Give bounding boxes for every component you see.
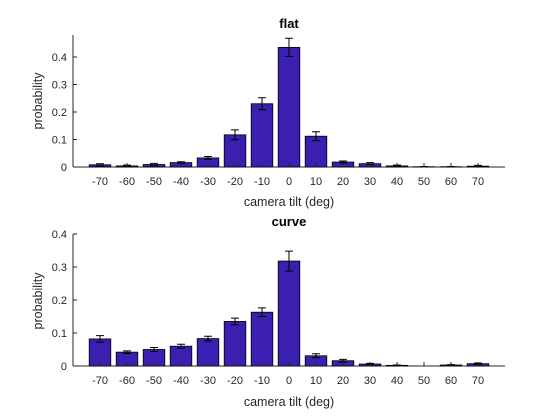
x-tick-label: 10 bbox=[310, 176, 322, 188]
bar bbox=[223, 321, 247, 367]
x-axis-label: camera tilt (deg) bbox=[244, 195, 334, 209]
x-tick-label: 20 bbox=[337, 375, 349, 387]
x-tick-label: 40 bbox=[391, 176, 403, 188]
chart-title: flat bbox=[279, 16, 299, 31]
y-tick-label: 0.1 bbox=[52, 135, 67, 147]
y-tick-label: 0.1 bbox=[52, 328, 67, 340]
y-tick-label: 0.2 bbox=[52, 107, 67, 119]
error-bar bbox=[285, 250, 293, 272]
error-bar bbox=[231, 317, 239, 326]
x-tick-label: -50 bbox=[146, 375, 162, 387]
x-tick-label: -60 bbox=[119, 176, 135, 188]
error-bar bbox=[312, 131, 320, 142]
x-tick-label: -30 bbox=[200, 375, 216, 387]
y-tick-label: 0.2 bbox=[52, 295, 67, 307]
x-tick-label: -50 bbox=[146, 176, 162, 188]
x-tick-label: -10 bbox=[254, 375, 270, 387]
x-tick-label: -60 bbox=[119, 375, 135, 387]
x-tick-label: -70 bbox=[92, 176, 108, 188]
error-bar bbox=[285, 37, 293, 57]
chart-flat: flat probability camera tilt (deg) 0 0.1 0… bbox=[31, 16, 505, 209]
x-tick-label: 0 bbox=[286, 375, 292, 387]
bar bbox=[196, 338, 220, 367]
chart-title: curve bbox=[272, 214, 307, 229]
bar bbox=[277, 260, 301, 367]
y-tick-label: 0 bbox=[61, 361, 67, 373]
x-tick-label: 10 bbox=[310, 375, 322, 387]
x-tick-label: -40 bbox=[173, 375, 189, 387]
y-tick-label: 0 bbox=[61, 162, 67, 174]
x-tick-label: -20 bbox=[227, 176, 243, 188]
x-tick-label: -10 bbox=[254, 176, 270, 188]
error-bar bbox=[177, 343, 185, 349]
error-bar bbox=[96, 335, 104, 343]
x-tick-label: 50 bbox=[418, 375, 430, 387]
y-axis-label: probability bbox=[31, 272, 45, 330]
y-tick-label: 0.3 bbox=[52, 80, 67, 92]
y-tick-label: 0.3 bbox=[52, 262, 67, 274]
x-tick-label: 70 bbox=[472, 176, 484, 188]
x-tick-label: -70 bbox=[92, 375, 108, 387]
x-tick-label: 70 bbox=[472, 375, 484, 387]
x-tick-label: 60 bbox=[445, 375, 457, 387]
x-axis-label: camera tilt (deg) bbox=[244, 395, 334, 409]
error-bar bbox=[150, 347, 158, 352]
error-bar bbox=[204, 156, 212, 160]
x-tick-label: 50 bbox=[418, 176, 430, 188]
bar bbox=[277, 46, 301, 168]
y-tick-label: 0.4 bbox=[52, 229, 67, 241]
x-tick-label: 30 bbox=[364, 176, 376, 188]
x-tick-label: 40 bbox=[391, 375, 403, 387]
bar bbox=[250, 311, 274, 367]
x-tick-label: -20 bbox=[227, 375, 243, 387]
x-tick-label: -40 bbox=[173, 176, 189, 188]
error-bar bbox=[204, 335, 212, 342]
x-tick-label: -30 bbox=[200, 176, 216, 188]
error-bar bbox=[258, 97, 266, 111]
x-tick-label: 30 bbox=[364, 375, 376, 387]
chart-curve: curve probability camera tilt (deg) 0 0.1… bbox=[31, 214, 505, 409]
y-axis-label: probability bbox=[31, 72, 45, 130]
x-tick-label: 20 bbox=[337, 176, 349, 188]
error-bar bbox=[123, 350, 131, 354]
x-tick-label: 0 bbox=[286, 176, 292, 188]
error-bar bbox=[312, 353, 320, 359]
y-tick-label: 0.4 bbox=[52, 52, 67, 64]
error-bar bbox=[231, 129, 239, 141]
bar bbox=[88, 338, 112, 367]
x-tick-label: 60 bbox=[445, 176, 457, 188]
error-bar bbox=[258, 307, 266, 317]
bar bbox=[250, 103, 274, 168]
